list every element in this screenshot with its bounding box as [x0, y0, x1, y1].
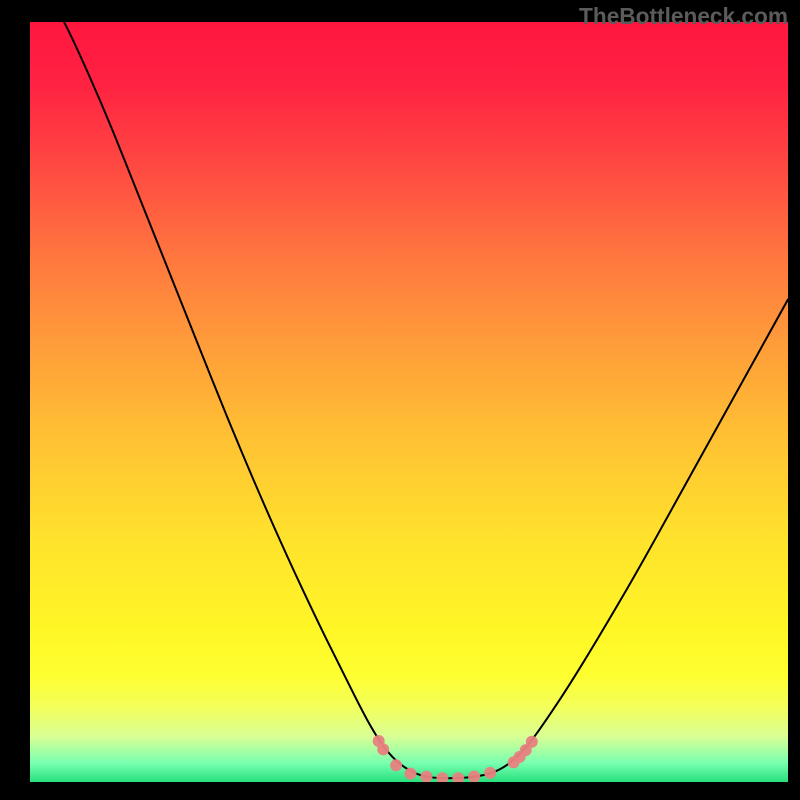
chart-overlay	[30, 22, 788, 782]
data-marker	[377, 743, 389, 755]
data-marker	[436, 772, 448, 782]
watermark-text: TheBottleneck.com	[579, 3, 788, 30]
data-marker	[484, 767, 496, 779]
data-marker	[468, 771, 480, 782]
bottleneck-curve	[60, 22, 788, 778]
plot-area	[30, 22, 788, 782]
chart-frame: { "watermark": { "text": "TheBottleneck.…	[0, 0, 800, 800]
data-marker	[420, 771, 432, 782]
data-marker	[405, 768, 417, 780]
data-marker	[390, 759, 402, 771]
data-marker	[526, 736, 538, 748]
data-marker	[452, 772, 464, 782]
